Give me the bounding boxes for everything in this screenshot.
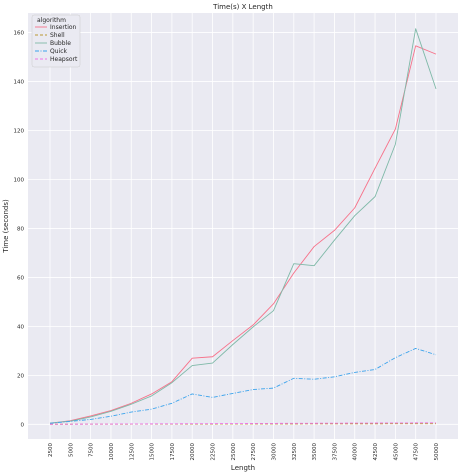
y-tick-label: 120: [14, 129, 25, 135]
y-axis-title: Time (seconds): [2, 199, 10, 254]
x-tick-label: 47500: [414, 443, 420, 461]
legend-box: [31, 14, 81, 68]
x-tick-label: 2500: [48, 443, 54, 457]
legend-label: Bubble: [50, 40, 71, 47]
chart-title: Time(s) X Length: [212, 3, 273, 11]
x-tick-label: 32500: [292, 443, 298, 461]
series-line-insertion: [49, 45, 437, 424]
series-line-bubble: [49, 28, 437, 424]
legend-label: Shell: [50, 32, 65, 39]
y-tick-label: 40: [17, 324, 24, 330]
x-tick-label: 22500: [211, 443, 217, 461]
legend-label: Heapsort: [50, 56, 78, 63]
x-tick-label: 10000: [109, 443, 115, 461]
y-tick-label: 20: [17, 373, 24, 379]
x-tick-label: 7500: [89, 443, 95, 457]
x-axis-title: Length: [231, 464, 255, 472]
series-lines: [49, 28, 437, 425]
y-tick-label: 80: [17, 226, 24, 232]
series-line-shell: [49, 423, 437, 425]
y-tick-label: 160: [14, 31, 25, 37]
x-tick-label: 27500: [251, 443, 257, 461]
series-line-quick: [49, 347, 437, 424]
x-tick-label: 37500: [332, 443, 338, 461]
x-tick-label: 50000: [434, 443, 440, 461]
x-tick-label: 42500: [373, 443, 379, 461]
legend-label: Insertion: [50, 24, 77, 31]
tick-labels: 0 20 40 60 80 100 120 140 160 2500 5000 7500 10000 12…: [14, 31, 441, 461]
x-tick-label: 35000: [312, 443, 318, 461]
y-tick-label: 140: [14, 80, 25, 86]
legend-title: algorithm: [37, 17, 66, 24]
series-line-heapsort: [49, 422, 437, 425]
x-tick-label: 30000: [271, 443, 277, 461]
x-tick-label: 12500: [129, 443, 135, 461]
legend: algorithm InsertionShellBubbleQuickHeaps…: [31, 14, 81, 68]
x-tick-label: 25000: [231, 443, 237, 461]
legend-label: Quick: [50, 48, 67, 55]
x-tick-label: 20000: [190, 443, 196, 461]
x-tick-label: 17500: [170, 443, 176, 461]
x-tick-label: 5000: [68, 443, 74, 457]
y-tick-label: 100: [14, 177, 25, 183]
x-tick-label: 45000: [393, 443, 399, 461]
grid: [28, 13, 458, 439]
x-tick-label: 15000: [150, 443, 156, 461]
y-tick-label: 0: [21, 422, 25, 428]
plot-background: [28, 13, 458, 439]
y-tick-label: 60: [17, 275, 24, 281]
x-tick-label: 40000: [353, 443, 359, 461]
